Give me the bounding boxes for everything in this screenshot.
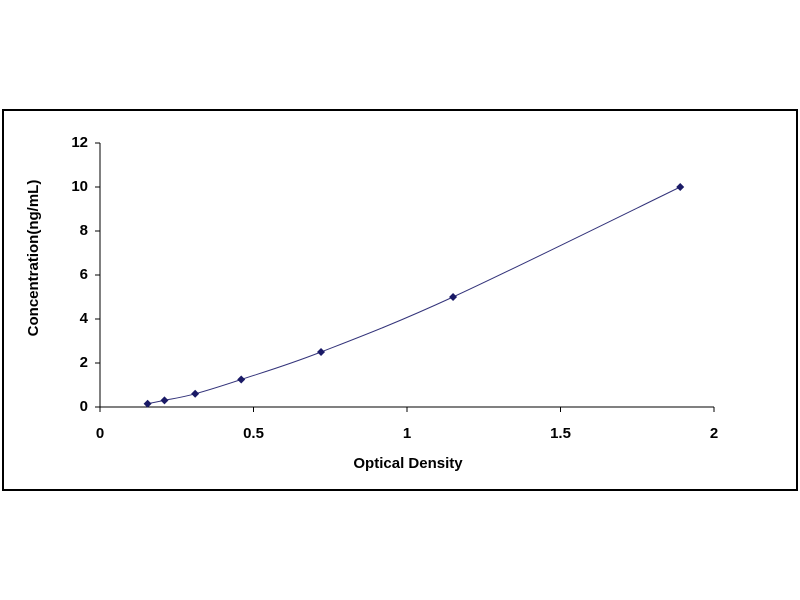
- chart-frame: [2, 109, 798, 491]
- data-point: [449, 293, 458, 301]
- data-point: [143, 399, 152, 408]
- x-tick-label: 1.5: [550, 425, 571, 442]
- y-tick-label: 4: [80, 310, 89, 327]
- data-point: [676, 183, 685, 191]
- x-tick-label: 0: [96, 425, 104, 442]
- y-tick-label: 12: [71, 134, 88, 151]
- y-axis-title: Concentration(ng/mL): [25, 180, 42, 337]
- data-point: [317, 348, 326, 356]
- y-tick-label: 0: [80, 398, 88, 415]
- fit-line: [147, 186, 681, 405]
- y-tick-label: 6: [80, 266, 88, 283]
- y-tick-label: 2: [80, 354, 88, 371]
- x-tick-label: 1: [403, 425, 411, 442]
- x-axis-title: Optical Density: [353, 455, 463, 472]
- x-tick-label: 2: [710, 425, 718, 442]
- data-point: [191, 389, 200, 398]
- data-point: [237, 375, 246, 384]
- y-tick-label: 10: [71, 178, 88, 195]
- y-tick-label: 8: [80, 222, 88, 239]
- data-point: [160, 396, 169, 405]
- x-tick-label: 0.5: [243, 425, 264, 442]
